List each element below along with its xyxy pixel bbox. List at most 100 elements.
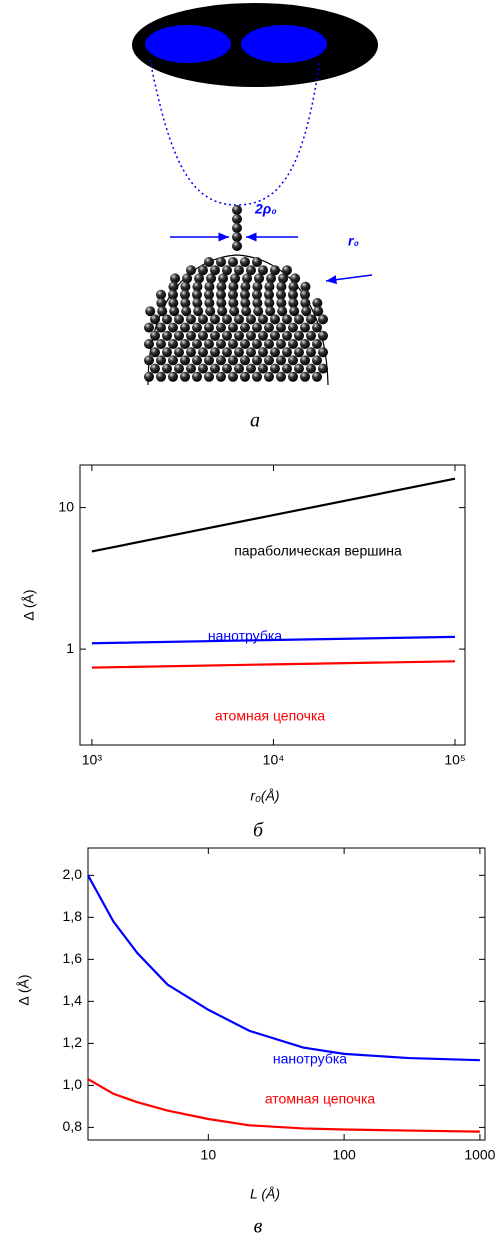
atom	[204, 281, 215, 292]
atom	[254, 273, 265, 284]
atom	[186, 265, 196, 276]
atom	[228, 355, 238, 366]
atom	[144, 371, 154, 382]
atom	[241, 306, 252, 317]
atom	[318, 314, 328, 325]
atom	[288, 371, 298, 382]
atom	[234, 347, 244, 358]
atom	[300, 281, 311, 292]
atom	[156, 371, 166, 382]
atom	[232, 232, 242, 242]
atom	[144, 339, 154, 349]
x-tick-label: 10³	[82, 752, 103, 768]
atom	[180, 339, 190, 349]
y-tick-label: 1,2	[63, 1034, 83, 1050]
atom	[288, 298, 299, 308]
atom	[312, 371, 322, 382]
atom	[216, 339, 226, 349]
atom	[253, 306, 264, 317]
atom	[156, 322, 166, 333]
atom	[180, 322, 190, 333]
atom	[198, 363, 208, 374]
atom	[222, 330, 232, 341]
atom	[288, 355, 298, 366]
atom	[180, 289, 190, 300]
atom	[246, 363, 256, 374]
atom	[216, 355, 226, 366]
atom	[290, 273, 301, 284]
atom	[228, 371, 238, 382]
spot	[241, 25, 327, 63]
caption: в	[254, 1216, 263, 1238]
spot	[145, 25, 231, 63]
atom	[258, 265, 268, 276]
x-tick-label: 100	[332, 1147, 356, 1163]
atom	[312, 339, 322, 349]
atom	[240, 257, 250, 267]
atom	[288, 281, 299, 292]
caption: б	[253, 820, 264, 842]
atom	[288, 289, 298, 300]
atom	[288, 339, 298, 349]
atom	[186, 363, 196, 374]
atom	[300, 298, 311, 308]
atom	[168, 355, 178, 366]
atom	[276, 298, 287, 308]
atom	[162, 330, 172, 341]
series-label: параболическая вершина	[234, 543, 402, 559]
atom	[228, 298, 239, 308]
atom	[150, 330, 160, 341]
atom	[205, 306, 216, 317]
atom	[276, 322, 286, 333]
y-axis-label: Δ (Å)	[21, 589, 37, 620]
atom	[216, 298, 227, 308]
atom	[180, 281, 191, 292]
atom	[306, 314, 316, 325]
atom	[246, 347, 256, 358]
atom	[194, 273, 205, 284]
atom	[240, 281, 251, 292]
series-line	[91, 660, 456, 669]
atom	[168, 371, 178, 382]
atom	[232, 214, 242, 224]
atom	[192, 322, 202, 333]
atom	[216, 281, 227, 292]
series-label: нанотрубка	[208, 628, 282, 644]
series-label: атомная цепочка	[265, 1091, 376, 1107]
atom	[198, 347, 208, 358]
atom	[204, 257, 214, 267]
y-tick-label: 1,6	[63, 950, 83, 966]
series-line	[87, 874, 480, 1062]
y-tick-label: 1,0	[63, 1076, 83, 1092]
atom	[186, 347, 196, 358]
atom	[252, 322, 262, 333]
atom	[218, 273, 229, 284]
atom	[181, 306, 192, 317]
x-axis-label: r₀(Å)	[250, 788, 279, 804]
atom	[289, 306, 300, 317]
atom	[198, 330, 208, 341]
atom	[288, 322, 298, 333]
atom	[240, 298, 251, 308]
atom	[276, 371, 286, 382]
atom	[180, 355, 190, 366]
x-tick-label: 10⁵	[444, 752, 465, 768]
x-axis-label: L (Å)	[250, 1186, 280, 1202]
atom	[204, 298, 215, 308]
atom	[240, 355, 250, 366]
atom	[300, 371, 310, 382]
atom	[222, 347, 232, 358]
atom	[204, 289, 214, 300]
atom	[232, 241, 242, 251]
atom	[282, 314, 292, 325]
atom	[246, 314, 256, 325]
atom	[210, 330, 220, 341]
x-tick-label: 10	[201, 1147, 217, 1163]
atom	[210, 347, 220, 358]
atom	[206, 273, 217, 284]
atom	[301, 306, 312, 317]
atom	[204, 339, 214, 349]
atom	[252, 298, 263, 308]
atom	[318, 347, 328, 358]
